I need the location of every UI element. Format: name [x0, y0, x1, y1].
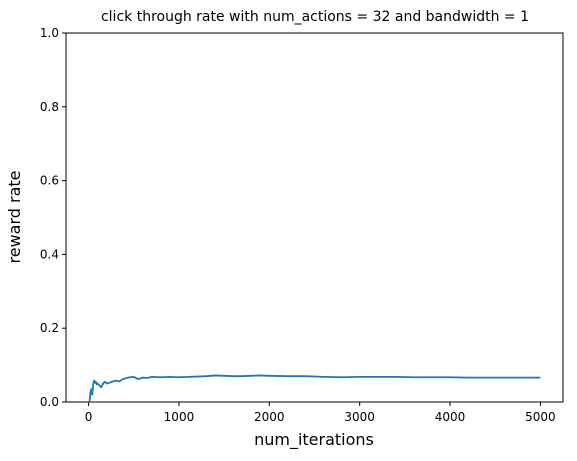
x-tick-label: 2000 [254, 410, 285, 424]
y-tick-label: 0.4 [40, 247, 59, 261]
y-tick-label: 1.0 [40, 26, 59, 40]
x-tick-label: 0 [85, 410, 93, 424]
x-tick-label: 3000 [344, 410, 375, 424]
x-tick-label: 4000 [435, 410, 466, 424]
series-layer [88, 374, 541, 403]
x-axis: 0 1000 2000 3000 4000 5000 [85, 402, 556, 424]
y-axis-label: reward rate [5, 171, 24, 264]
chart-title: click through rate with num_actions = 32… [101, 9, 529, 25]
x-tick-label: 1000 [164, 410, 195, 424]
y-axis: 0.0 0.2 0.4 0.6 0.8 1.0 [40, 26, 66, 409]
x-tick-label: 5000 [525, 410, 556, 424]
y-tick-label: 0.2 [40, 321, 59, 335]
y-tick-label: 0.6 [40, 174, 59, 188]
y-tick-label: 0.8 [40, 100, 59, 114]
plot-area [65, 32, 564, 403]
x-axis-label: num_iterations [254, 430, 374, 450]
series-line [88, 374, 541, 403]
y-tick-label: 0.0 [40, 395, 59, 409]
